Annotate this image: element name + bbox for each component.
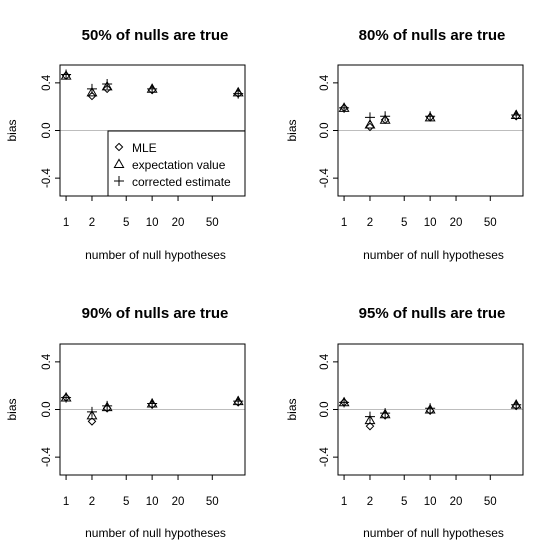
y-axis-label: bias [285,119,299,141]
point-diamond [87,91,97,101]
legend-entry-label: corrected estimate [132,175,231,189]
y-tick-label: -0.4 [319,168,331,188]
legend-entry-label: MLE [132,141,157,155]
point-plus [339,397,350,408]
point-triangle [86,86,98,97]
x-tick-label: 1 [341,217,347,229]
legend-plus-icon [114,176,124,186]
point-triangle [364,118,376,129]
y-tick-label: 0.0 [41,123,53,139]
x-tick-label: 5 [123,217,129,229]
legend-entry-label: expectation value [132,158,226,172]
y-tick-label: 0.4 [319,353,331,370]
panel-title: 95% of nulls are true [359,305,506,322]
x-tick-label: 10 [146,496,159,508]
x-tick-label: 50 [206,496,219,508]
panel-title: 50% of nulls are true [82,27,229,44]
y-tick-label: 0.0 [319,123,331,139]
legend-triangle-icon [113,158,125,168]
point-plus [102,400,113,411]
y-tick-label: 0.4 [41,353,53,370]
y-tick-label: -0.4 [41,447,53,467]
panel-1: 50% of nulls are true 1 2 5 10 20 50 -0.4 0.0 0.4… [5,27,246,262]
x-tick-label: 2 [89,496,95,508]
y-axis-label: bias [5,119,19,141]
panel-title: 80% of nulls are true [359,27,506,44]
x-tick-label: 2 [367,217,373,229]
panel-4: 95% of nulls are true 1 2 5 10 20 50 -0.4 0.0 0.4… [285,305,524,540]
point-triangle [379,114,391,124]
panel-2: 80% of nulls are true 1 2 5 10 20 50 -0.4 0.0 0.4… [285,27,524,262]
legend: MLE expectation value corrected estimate [107,130,246,197]
panel-3: 90% of nulls are true 1 2 5 10 20 50 -0.4 0.0 0.4… [5,305,246,540]
x-tick-label: 5 [123,496,129,508]
x-tick-label: 50 [206,217,219,229]
point-plus [147,83,158,94]
x-tick-label: 10 [424,496,437,508]
point-plus [339,102,350,113]
x-tick-label: 10 [146,217,159,229]
x-tick-label: 1 [63,217,69,229]
legend-box [107,130,246,197]
point-diamond [87,417,97,426]
point-plus [425,403,436,414]
y-axis-label: bias [285,398,299,420]
x-tick-label: 1 [63,496,69,508]
x-tick-label: 5 [401,496,407,508]
x-tick-label: 1 [341,496,347,508]
point-plus [233,88,244,99]
x-tick-label: 10 [424,217,437,229]
x-axis-label: number of null hypotheses [85,526,226,540]
point-plus [61,69,72,80]
point-plus [364,112,375,123]
point-plus [380,111,391,122]
x-axis-label: number of null hypotheses [363,526,504,540]
point-plus [61,392,72,403]
point-plus [380,408,391,419]
point-plus [86,406,97,417]
x-tick-label: 50 [484,496,497,508]
point-triangle [86,409,98,420]
x-tick-label: 50 [484,217,497,229]
point-diamond [102,84,112,94]
y-axis-label: bias [5,398,19,420]
x-tick-label: 20 [172,217,185,229]
x-axis-label: number of null hypotheses [85,248,226,262]
x-tick-label: 20 [450,217,463,229]
point-diamond [365,122,375,132]
point-plus [233,396,244,407]
panel-title: 90% of nulls are true [82,305,229,322]
y-tick-label: 0.4 [41,74,53,91]
y-tick-label: -0.4 [41,168,53,188]
x-tick-label: 5 [401,217,407,229]
x-tick-label: 20 [450,496,463,508]
y-tick-label: 0.0 [41,402,53,418]
x-axis-label: number of null hypotheses [363,248,504,262]
point-plus [364,411,375,422]
x-tick-label: 2 [89,217,95,229]
point-plus [147,398,158,409]
point-triangle [364,414,376,425]
point-plus [425,111,436,122]
x-tick-label: 20 [172,496,185,508]
point-plus [86,83,97,94]
y-tick-label: 0.4 [319,74,331,91]
point-triangle [101,80,113,91]
point-plus [511,399,522,410]
legend-diamond-icon [114,142,124,152]
x-tick-label: 2 [367,496,373,508]
point-plus [511,110,522,121]
point-diamond [365,421,375,431]
y-tick-label: 0.0 [319,402,331,418]
point-plus [102,79,113,90]
y-tick-label: -0.4 [319,447,331,467]
